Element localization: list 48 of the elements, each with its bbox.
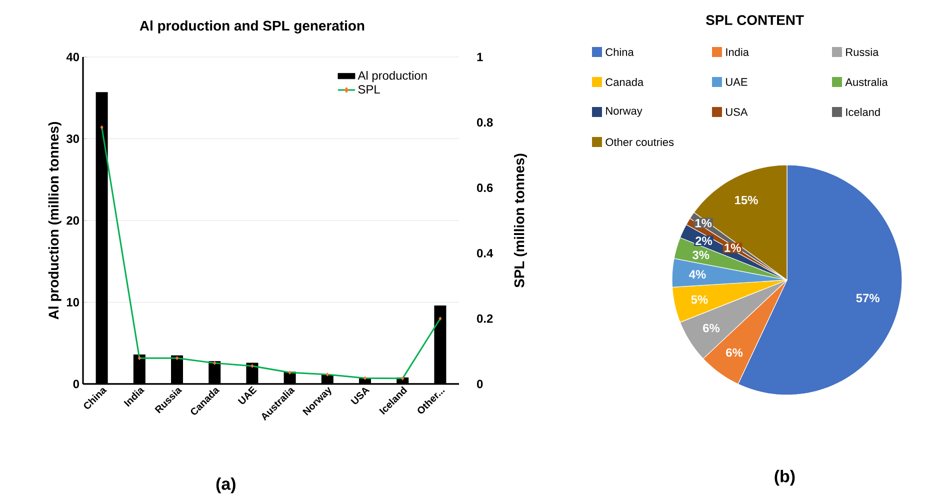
y2-tick-label: 0.6 bbox=[477, 184, 493, 192]
y2-tick-label: 0.2 bbox=[477, 314, 493, 323]
legend-label: Iceland bbox=[846, 108, 880, 116]
point bbox=[175, 356, 179, 360]
legend-label: Russia bbox=[846, 48, 879, 56]
y2-tick-label: 1 bbox=[477, 52, 483, 62]
legend-label: Al production bbox=[358, 70, 427, 82]
data-label: 6% bbox=[703, 324, 720, 332]
data-label: 2% bbox=[696, 236, 712, 246]
data-label: 15% bbox=[735, 196, 758, 204]
point bbox=[326, 372, 329, 376]
data-label: 57% bbox=[856, 294, 880, 302]
data-label: 5% bbox=[691, 295, 708, 304]
point bbox=[363, 376, 367, 380]
legend-label: China bbox=[606, 48, 634, 56]
y-tick-label: 20 bbox=[66, 216, 79, 225]
y-tick-label: 30 bbox=[66, 134, 79, 143]
legend-label: Australia bbox=[845, 78, 888, 86]
y-tick-label: 0 bbox=[73, 380, 79, 388]
chart-title: Al production and SPL generation bbox=[140, 20, 364, 34]
point bbox=[438, 316, 442, 321]
y2-tick-label: 0.4 bbox=[477, 248, 494, 258]
text: (b) bbox=[774, 470, 795, 486]
legend-label: Canada bbox=[606, 78, 644, 86]
point bbox=[100, 125, 104, 130]
data-label: 1% bbox=[695, 218, 712, 228]
y-axis-title: Al production (million tonnes) bbox=[48, 122, 62, 320]
data-label: 6% bbox=[726, 348, 743, 357]
y2-axis-title: SPL (million tonnes) bbox=[514, 154, 527, 288]
y-tick-label: 10 bbox=[66, 298, 79, 306]
legend-label: Norway bbox=[606, 107, 642, 117]
legend-label: India bbox=[726, 48, 749, 56]
point bbox=[288, 370, 292, 375]
y2-tick-label: 0.8 bbox=[477, 118, 493, 127]
y2-tick-label: 0 bbox=[477, 380, 483, 388]
data-label: 3% bbox=[692, 250, 710, 260]
point bbox=[250, 364, 254, 368]
legend-label: SPL bbox=[358, 85, 380, 94]
point bbox=[138, 356, 141, 360]
legend-label: USA bbox=[726, 108, 748, 116]
data-label: 1% bbox=[724, 244, 741, 252]
data-label: 4% bbox=[689, 270, 706, 279]
text: (a) bbox=[216, 477, 236, 494]
chart-title: SPL CONTENT bbox=[706, 15, 804, 26]
y-tick-label: 40 bbox=[66, 52, 79, 62]
legend-label: Other coutries bbox=[606, 138, 674, 146]
legend-label: UAE bbox=[726, 78, 748, 86]
point bbox=[213, 361, 216, 366]
